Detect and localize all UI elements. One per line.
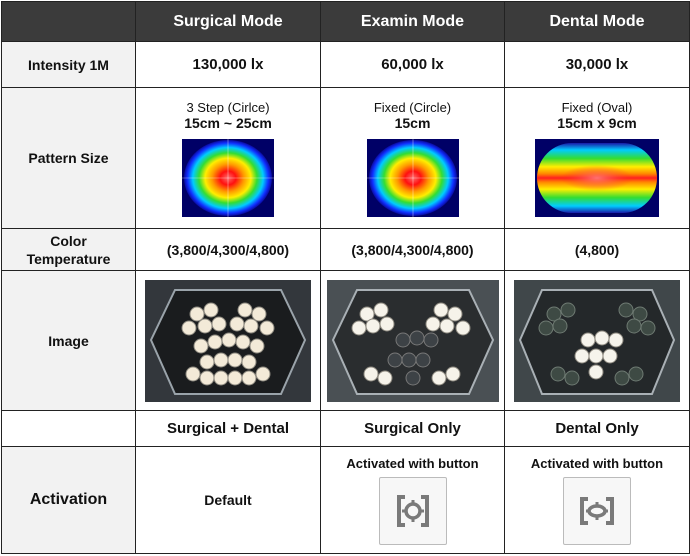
pattern-examin-type: Fixed (Circle): [373, 99, 452, 115]
pattern-dental: Fixed (Oval) 15cm x 9cm: [504, 87, 690, 229]
activation-examin: Activated with button: [320, 446, 505, 554]
surgical-light-photo-examin-mode: [326, 279, 499, 402]
intensity-examin: 60,000 lx: [320, 41, 505, 88]
intensity-row: Intensity 1M 130,000 lx 60,000 lx 30,000…: [1, 41, 690, 88]
pattern-label: Pattern Size: [1, 87, 136, 229]
pattern-dental-type: Fixed (Oval): [561, 99, 633, 115]
color-temperature-label-line2: Temperature: [26, 250, 111, 267]
image-surgical: [135, 270, 321, 411]
color-temperature-label-line1: Color: [50, 232, 87, 249]
pattern-dental-size: 15cm x 9cm: [557, 114, 637, 131]
activation-label: Activation: [1, 446, 136, 554]
color-temperature-row: Color Temperature (3,800/4,300/4,800) (3…: [1, 228, 690, 271]
intensity-surgical: 130,000 lx: [135, 41, 321, 88]
image-row: Image: [1, 270, 690, 411]
surgical-light-photo-dental-mode: [514, 279, 680, 402]
mode-use-row: Surgical + Dental Surgical Only Dental O…: [1, 410, 690, 447]
focus-oval-button-icon: [580, 496, 614, 525]
pattern-examin: Fixed (Circle) 15cm: [320, 87, 505, 229]
pattern-examin-size: 15cm: [394, 114, 431, 131]
header-dental-mode: Dental Mode: [504, 1, 690, 42]
heatmap-oval-dental: [535, 138, 659, 217]
color-temp-surgical: (3,800/4,300/4,800): [135, 228, 321, 271]
mode-use-dental: Dental Only: [504, 410, 690, 447]
activation-examin-text: Activated with button: [346, 455, 479, 471]
mode-use-surgical: Surgical + Dental: [135, 410, 321, 447]
pattern-surgical: 3 Step (Cirlce) 15cm ~ 25cm: [135, 87, 321, 229]
heatmap-circle-surgical: [182, 138, 274, 217]
header-surgical-mode: Surgical Mode: [135, 1, 321, 42]
color-temp-examin: (3,800/4,300/4,800): [320, 228, 505, 271]
activation-surgical: Default: [135, 446, 321, 554]
examin-mode-button[interactable]: [378, 476, 447, 545]
intensity-dental: 30,000 lx: [504, 41, 690, 88]
image-examin: [320, 270, 505, 411]
activation-row: Activation Default Activated with button…: [1, 446, 690, 554]
activation-dental: Activated with button: [504, 446, 690, 554]
heatmap-circle-examin: [366, 138, 459, 217]
pattern-surgical-type: 3 Step (Cirlce): [186, 99, 270, 115]
image-dental: [504, 270, 690, 411]
intensity-label: Intensity 1M: [1, 41, 136, 88]
header-corner: [1, 1, 136, 42]
pattern-surgical-size: 15cm ~ 25cm: [184, 114, 272, 131]
mode-use-empty: [1, 410, 136, 447]
image-label: Image: [1, 270, 136, 411]
activation-dental-text: Activated with button: [530, 455, 664, 471]
focus-circle-button-icon: [396, 494, 429, 527]
color-temperature-label: Color Temperature: [1, 228, 136, 271]
header-row: Surgical Mode Examin Mode Dental Mode: [1, 1, 690, 42]
header-examin-mode: Examin Mode: [320, 1, 505, 42]
surgical-light-photo-surgical-mode: [145, 279, 311, 402]
pattern-row: Pattern Size 3 Step (Cirlce) 15cm ~ 25cm: [1, 87, 690, 229]
mode-use-examin: Surgical Only: [320, 410, 505, 447]
color-temp-dental: (4,800): [504, 228, 690, 271]
dental-mode-button[interactable]: [563, 476, 631, 545]
